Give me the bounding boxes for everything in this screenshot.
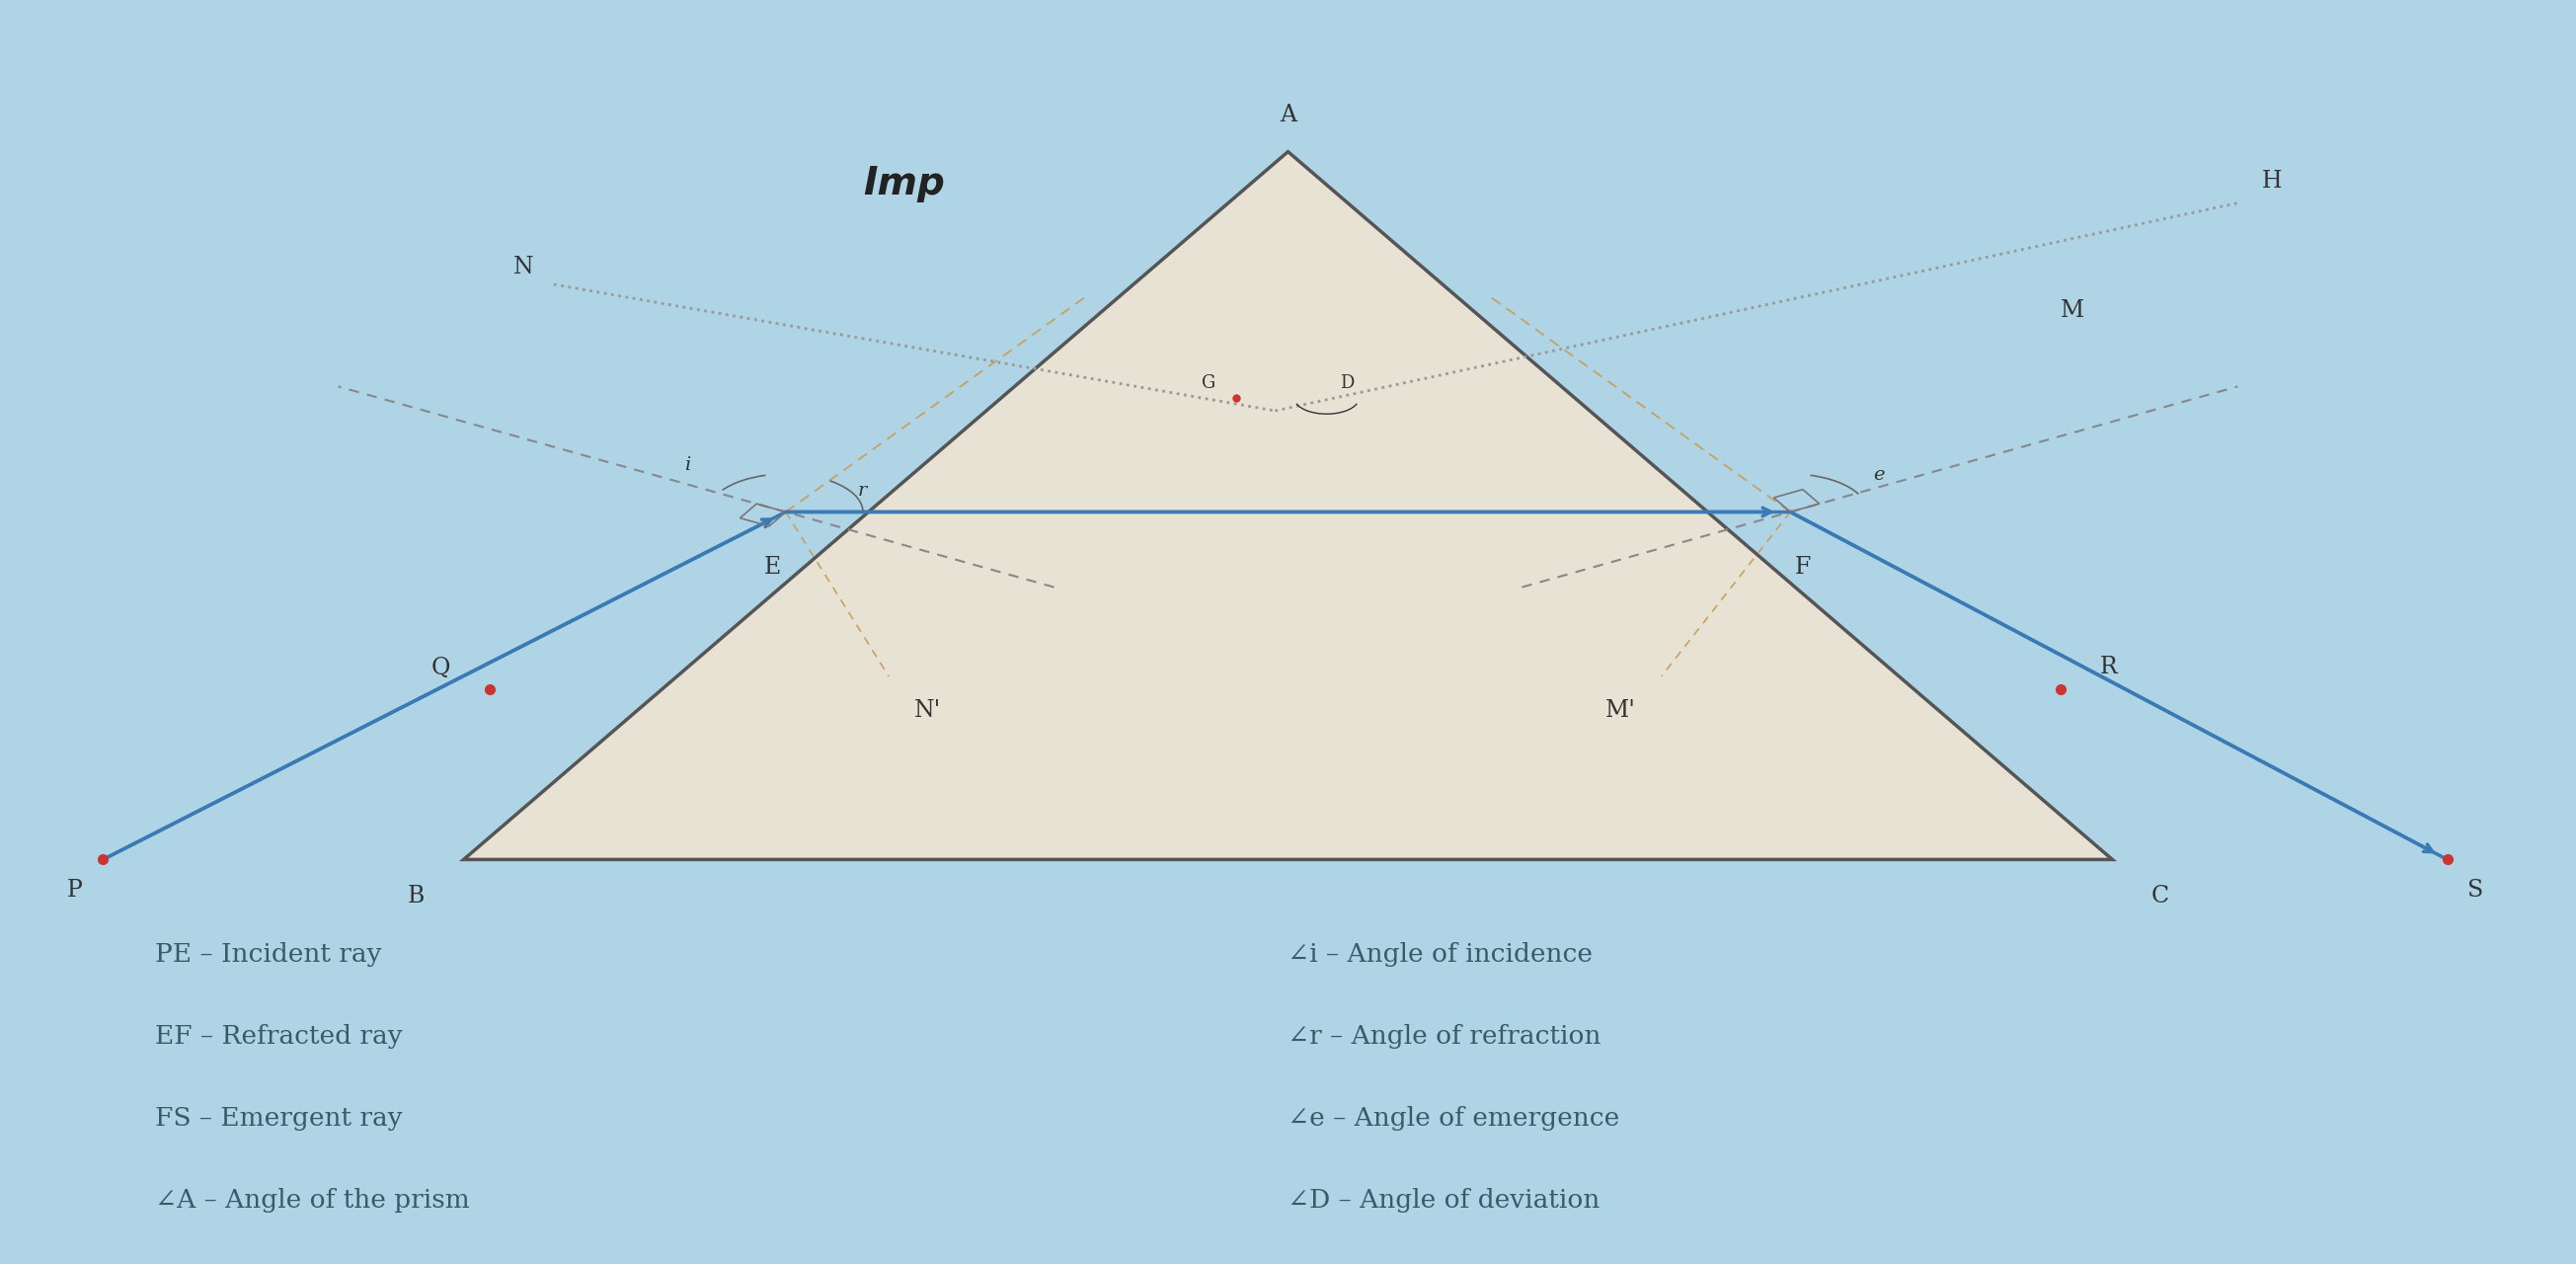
Text: FS – Emergent ray: FS – Emergent ray	[155, 1106, 402, 1131]
Text: e: e	[1873, 466, 1883, 484]
Text: i: i	[685, 456, 690, 474]
Polygon shape	[464, 152, 2112, 860]
Text: G: G	[1203, 374, 1216, 392]
Text: E: E	[765, 556, 781, 579]
Text: H: H	[2262, 169, 2282, 192]
Text: D: D	[1340, 374, 1355, 392]
Text: M': M'	[1605, 699, 1636, 722]
Text: ∠D – Angle of deviation: ∠D – Angle of deviation	[1288, 1188, 1600, 1213]
Text: F: F	[1795, 556, 1811, 579]
Text: B: B	[407, 885, 425, 908]
Text: Q: Q	[433, 656, 451, 679]
Text: M: M	[2061, 300, 2084, 322]
Text: Imp: Imp	[863, 164, 945, 202]
Text: C: C	[2151, 885, 2169, 908]
Text: ∠i – Angle of incidence: ∠i – Angle of incidence	[1288, 942, 1592, 967]
Text: PE – Incident ray: PE – Incident ray	[155, 942, 381, 967]
Text: ∠A – Angle of the prism: ∠A – Angle of the prism	[155, 1188, 469, 1213]
Text: N: N	[513, 255, 533, 278]
Text: S: S	[2468, 878, 2483, 901]
Text: EF – Refracted ray: EF – Refracted ray	[155, 1024, 402, 1049]
Text: ∠e – Angle of emergence: ∠e – Angle of emergence	[1288, 1106, 1620, 1131]
Text: R: R	[2099, 656, 2117, 679]
Text: N': N'	[914, 699, 940, 722]
Text: ∠r – Angle of refraction: ∠r – Angle of refraction	[1288, 1024, 1602, 1049]
Text: r: r	[858, 482, 868, 499]
Text: A: A	[1280, 104, 1296, 126]
Text: P: P	[67, 878, 82, 901]
